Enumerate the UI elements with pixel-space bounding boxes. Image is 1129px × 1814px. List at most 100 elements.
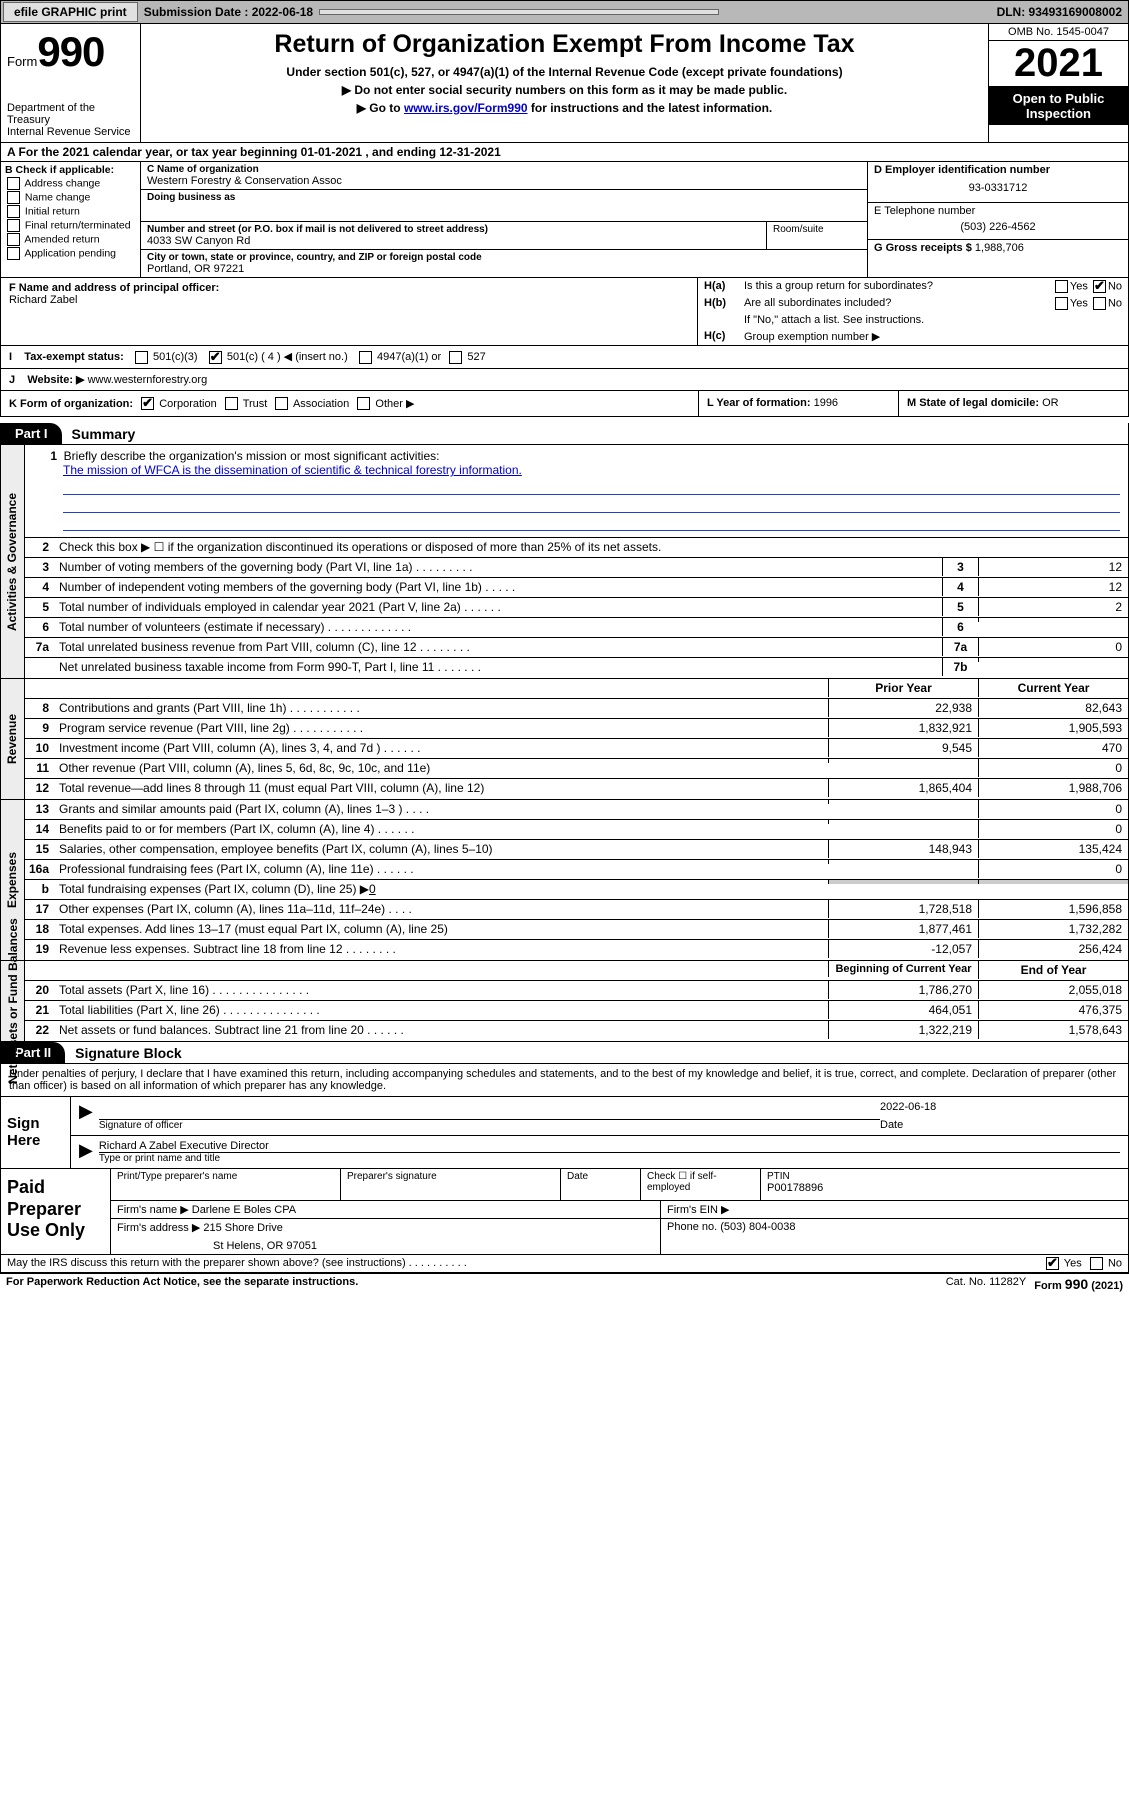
sign-here-label: Sign Here — [1, 1097, 71, 1168]
c10: 470 — [978, 739, 1128, 757]
officer-name: Richard Zabel — [9, 294, 689, 306]
val7b — [978, 658, 1128, 662]
line16a: Professional fundraising fees (Part IX, … — [55, 860, 828, 878]
domicile-label: M State of legal domicile: — [907, 397, 1039, 409]
chk-association[interactable] — [275, 397, 288, 410]
line6: Total number of volunteers (estimate if … — [55, 618, 942, 636]
chk-name-change[interactable] — [7, 191, 20, 204]
ein-value: 93-0331712 — [874, 176, 1122, 200]
name-title-label: Type or print name and title — [99, 1152, 1120, 1164]
chk-discuss-no[interactable] — [1090, 1257, 1103, 1270]
chk-ha-yes[interactable] — [1055, 280, 1068, 293]
c15: 135,424 — [978, 840, 1128, 858]
p15: 148,943 — [828, 840, 978, 858]
goto-prefix: ▶ Go to — [357, 101, 404, 115]
efile-print-button[interactable]: efile GRAPHIC print — [3, 2, 138, 22]
p9: 1,832,921 — [828, 719, 978, 737]
dln: DLN: 93493169008002 — [997, 5, 1128, 19]
p10: 9,545 — [828, 739, 978, 757]
room-suite-label: Room/suite — [767, 222, 867, 249]
lbl-527: 527 — [467, 351, 485, 363]
chk-hb-no[interactable] — [1093, 297, 1106, 310]
p22: 1,322,219 — [828, 1021, 978, 1039]
chk-trust[interactable] — [225, 397, 238, 410]
firm-ein-label: Firm's EIN ▶ — [667, 1204, 730, 1216]
chk-initial-return[interactable] — [7, 205, 20, 218]
arrow-icon-2: ▶ — [79, 1140, 93, 1164]
chk-527[interactable] — [449, 351, 462, 364]
val5: 2 — [978, 598, 1128, 616]
prep-h4: Check ☐ if self-employed — [647, 1171, 754, 1193]
ha-label: H(a) — [704, 280, 744, 293]
summary-expenses: Expenses 13Grants and similar amounts pa… — [0, 800, 1129, 961]
prep-h1: Print/Type preparer's name — [117, 1171, 334, 1182]
chk-501c[interactable] — [209, 351, 222, 364]
form-word: Form — [7, 54, 37, 69]
hb-note: If "No," attach a list. See instructions… — [744, 314, 1122, 326]
chk-hb-yes[interactable] — [1055, 297, 1068, 310]
line13: Grants and similar amounts paid (Part IX… — [55, 800, 828, 818]
irs-link[interactable]: www.irs.gov/Form990 — [404, 101, 528, 115]
hdr-eoy: End of Year — [978, 961, 1128, 979]
website-label: Website: ▶ — [27, 374, 84, 386]
sign-date: 2022-06-18 — [880, 1101, 1120, 1119]
header-left: Form990 Department of the Treasury Inter… — [1, 24, 141, 142]
row-j-website: J Website: ▶ www.westernforestry.org — [0, 369, 1129, 391]
chk-final-return[interactable] — [7, 219, 20, 232]
header-right: OMB No. 1545-0047 2021 Open to Public In… — [988, 24, 1128, 142]
c18: 1,732,282 — [978, 920, 1128, 938]
chk-discuss-yes[interactable] — [1046, 1257, 1059, 1270]
c17: 1,596,858 — [978, 900, 1128, 918]
tax-status-label: Tax-exempt status: — [24, 351, 123, 363]
form-title: Return of Organization Exempt From Incom… — [149, 30, 980, 59]
c9: 1,905,593 — [978, 719, 1128, 737]
ptin-value: P00178896 — [767, 1182, 1122, 1194]
part1-title: Summary — [62, 426, 136, 442]
col-b-checkboxes: B Check if applicable: Address change Na… — [1, 162, 141, 277]
p20: 1,786,270 — [828, 981, 978, 999]
part2-title: Signature Block — [65, 1045, 182, 1061]
submission-date: Submission Date : 2022-06-18 — [140, 5, 317, 19]
org-name-label: C Name of organization — [147, 164, 861, 175]
c16a: 0 — [978, 860, 1128, 878]
lbl-name-change: Name change — [25, 191, 90, 203]
chk-address-change[interactable] — [7, 177, 20, 190]
lbl-corporation: Corporation — [159, 398, 216, 410]
prep-phone-label: Phone no. — [667, 1221, 717, 1233]
line7a: Total unrelated business revenue from Pa… — [55, 638, 942, 656]
col-h-group: H(a) Is this a group return for subordin… — [698, 278, 1128, 345]
blank-button[interactable] — [319, 9, 719, 15]
lbl-yes-2: Yes — [1070, 297, 1088, 309]
chk-4947[interactable] — [359, 351, 372, 364]
c13: 0 — [978, 800, 1128, 818]
chk-ha-no[interactable] — [1093, 280, 1106, 293]
dept-treasury: Department of the Treasury — [7, 102, 134, 126]
line4: Number of independent voting members of … — [55, 578, 942, 596]
line3: Number of voting members of the governin… — [55, 558, 942, 576]
sidebar-activities: Activities & Governance — [1, 445, 25, 678]
chk-amended-return[interactable] — [7, 233, 20, 246]
chk-other[interactable] — [357, 397, 370, 410]
col-c-org-info: C Name of organization Western Forestry … — [141, 162, 868, 277]
hdr-current-year: Current Year — [978, 679, 1128, 697]
subtitle-3: ▶ Go to www.irs.gov/Form990 for instruct… — [149, 101, 980, 115]
col-d-ein-phone: D Employer identification number 93-0331… — [868, 162, 1128, 277]
chk-501c3[interactable] — [135, 351, 148, 364]
omb-number: OMB No. 1545-0047 — [989, 24, 1128, 41]
ein-label: D Employer identification number — [874, 164, 1122, 176]
sign-block: Sign Here ▶ Signature of officer 2022-06… — [1, 1096, 1128, 1168]
part2-header: Part II Signature Block — [0, 1042, 1129, 1064]
c12: 1,988,706 — [978, 779, 1128, 797]
col-b-title: B Check if applicable: — [5, 164, 136, 176]
paperwork-notice: For Paperwork Reduction Act Notice, see … — [6, 1276, 938, 1292]
org-name: Western Forestry & Conservation Assoc — [147, 175, 861, 187]
line9: Program service revenue (Part VIII, line… — [55, 719, 828, 737]
city-label: City or town, state or province, country… — [147, 252, 861, 263]
preparer-label: Paid Preparer Use Only — [1, 1169, 111, 1254]
chk-corporation[interactable] — [141, 397, 154, 410]
form-ref: Form 990 (2021) — [1034, 1276, 1123, 1292]
form-header: Form990 Department of the Treasury Inter… — [0, 24, 1129, 143]
mission-text: The mission of WFCA is the dissemination… — [63, 463, 522, 477]
line2: Check this box ▶ ☐ if the organization d… — [55, 538, 1128, 556]
chk-application-pending[interactable] — [7, 247, 20, 260]
